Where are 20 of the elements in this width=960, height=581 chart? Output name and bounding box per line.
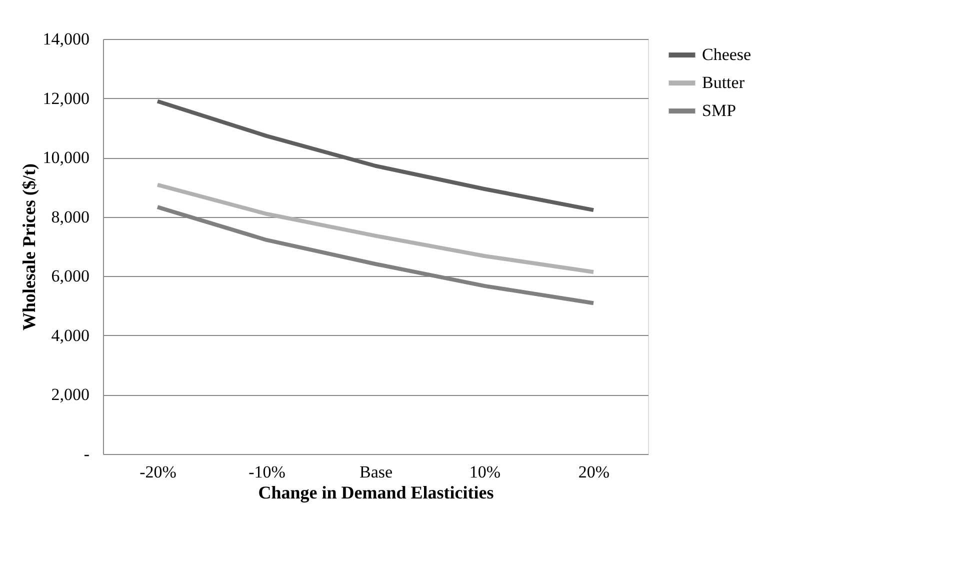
x-tick-label: 10% (469, 462, 501, 482)
x-tick-label: -10% (248, 462, 286, 482)
legend-label: Cheese (702, 45, 752, 64)
y-tick-label: 6,000 (51, 266, 90, 286)
x-axis-title: Change in Demand Elasticities (258, 482, 494, 502)
y-axis-title: Wholesale Prices ($/t) (18, 164, 39, 330)
x-tick-label: -20% (140, 462, 176, 482)
y-tick-label: 2,000 (51, 385, 90, 404)
legend-label: Butter (702, 73, 745, 92)
y-tick-label: - (84, 444, 90, 464)
x-tick-label: 20% (578, 462, 610, 482)
line-series (156, 182, 596, 274)
y-tick-label: 4,000 (51, 326, 90, 345)
y-tick-label: 14,000 (42, 30, 90, 48)
y-tick-label: 10,000 (42, 148, 90, 168)
legend-label: SMP (702, 101, 736, 120)
line-series (156, 99, 596, 212)
y-tick-label: 12,000 (42, 88, 90, 108)
x-tick-label: Base (359, 462, 393, 482)
y-tick-label: 8,000 (51, 207, 90, 226)
